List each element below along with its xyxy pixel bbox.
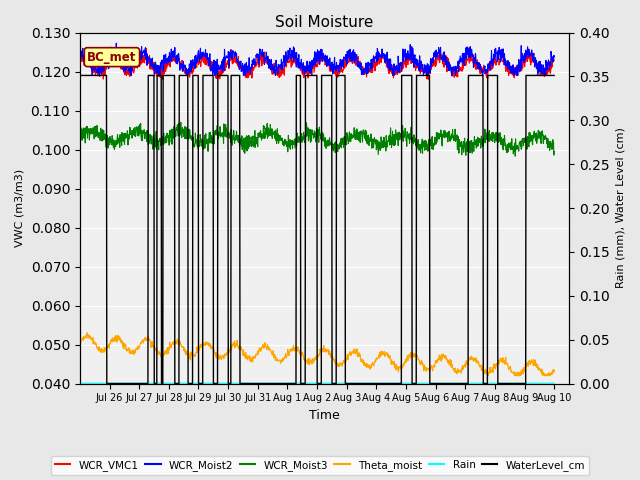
- Title: Soil Moisture: Soil Moisture: [275, 15, 374, 30]
- X-axis label: Time: Time: [309, 409, 340, 422]
- Y-axis label: VWC (m3/m3): VWC (m3/m3): [15, 169, 25, 247]
- Legend: WCR_VMC1, WCR_Moist2, WCR_Moist3, Theta_moist, Rain, WaterLevel_cm: WCR_VMC1, WCR_Moist2, WCR_Moist3, Theta_…: [51, 456, 589, 475]
- Y-axis label: Rain (mm), Water Level (cm): Rain (mm), Water Level (cm): [615, 128, 625, 288]
- Text: BC_met: BC_met: [87, 50, 136, 64]
